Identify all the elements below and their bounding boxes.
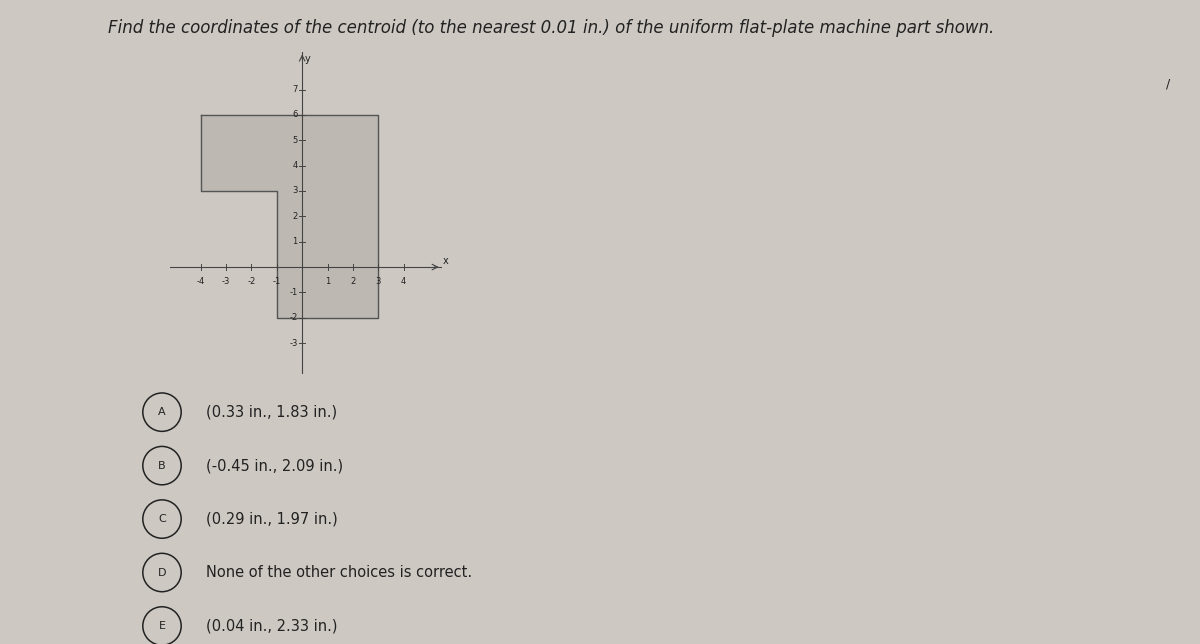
Text: 3: 3 — [376, 277, 380, 286]
Text: 6: 6 — [293, 110, 298, 119]
Text: 3: 3 — [293, 187, 298, 196]
Text: (0.04 in., 2.33 in.): (0.04 in., 2.33 in.) — [206, 618, 338, 634]
Text: (0.33 in., 1.83 in.): (0.33 in., 1.83 in.) — [206, 404, 337, 420]
Text: 2: 2 — [293, 212, 298, 221]
Text: 1: 1 — [293, 237, 298, 246]
Text: -1: -1 — [289, 288, 298, 297]
Text: C: C — [158, 514, 166, 524]
Text: -1: -1 — [272, 277, 281, 286]
Text: Find the coordinates of the centroid (to the nearest 0.01 in.) of the uniform fl: Find the coordinates of the centroid (to… — [108, 19, 995, 37]
Text: -2: -2 — [247, 277, 256, 286]
Polygon shape — [200, 115, 378, 317]
Text: -3: -3 — [222, 277, 230, 286]
Text: /: / — [1165, 77, 1170, 90]
Text: A: A — [158, 407, 166, 417]
Text: (-0.45 in., 2.09 in.): (-0.45 in., 2.09 in.) — [206, 458, 343, 473]
Text: E: E — [158, 621, 166, 631]
Text: 7: 7 — [293, 85, 298, 94]
Text: 1: 1 — [325, 277, 330, 286]
Text: -3: -3 — [289, 339, 298, 348]
Text: D: D — [157, 567, 167, 578]
Text: 5: 5 — [293, 136, 298, 145]
Text: (0.29 in., 1.97 in.): (0.29 in., 1.97 in.) — [206, 511, 338, 527]
Text: B: B — [158, 460, 166, 471]
Text: y: y — [305, 54, 310, 64]
Text: None of the other choices is correct.: None of the other choices is correct. — [206, 565, 473, 580]
Text: x: x — [443, 256, 449, 266]
Text: -4: -4 — [197, 277, 205, 286]
Text: 4: 4 — [401, 277, 407, 286]
Text: -2: -2 — [289, 313, 298, 322]
Text: 2: 2 — [350, 277, 355, 286]
Text: 4: 4 — [293, 161, 298, 170]
